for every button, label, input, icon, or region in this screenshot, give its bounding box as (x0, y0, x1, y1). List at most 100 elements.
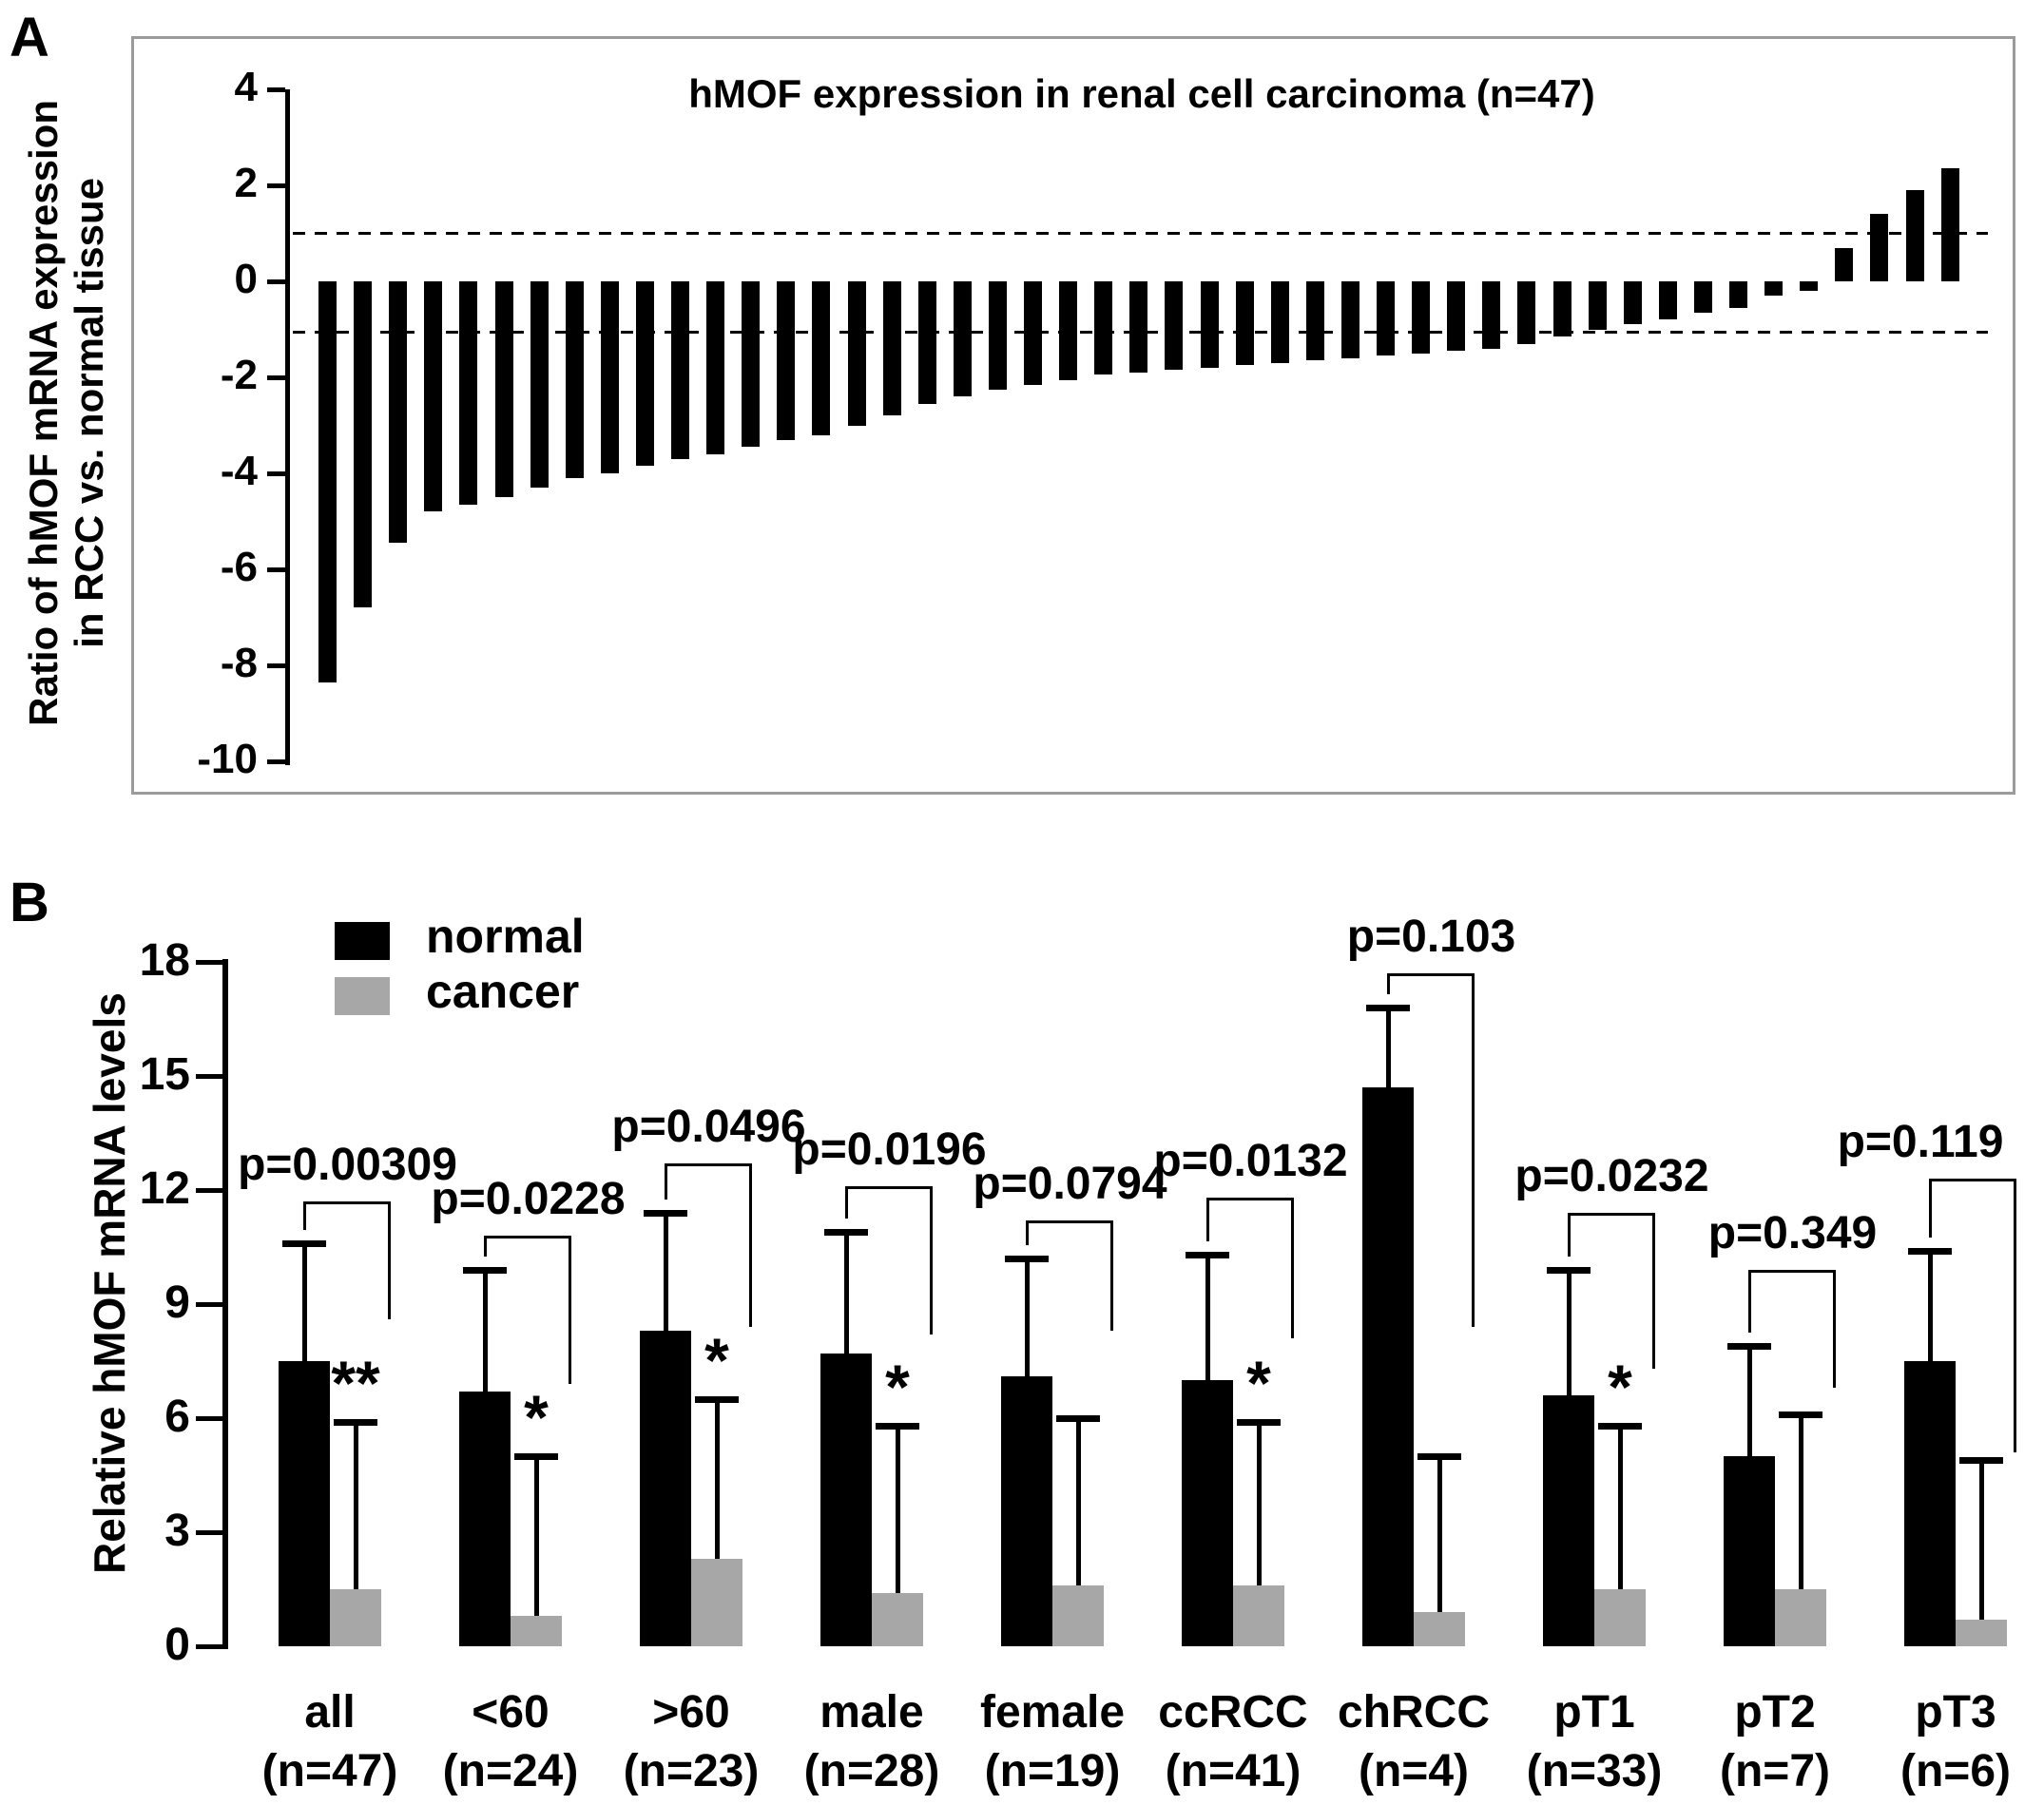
group-male-label: male (820, 1687, 924, 1738)
group-ccRCC-cancer-bar (1233, 1585, 1284, 1646)
panel-a-plot-area: 4 2 0 -2 -4 -6 -8 -10 (134, 39, 2013, 792)
legend-swatch-normal (335, 922, 390, 960)
panel-a-bar-1 (318, 281, 337, 682)
group-all-cancer-error-line (353, 1425, 358, 1589)
group->60-bracket-right (749, 1163, 752, 1327)
panel-a-reference-dashed-line (293, 232, 1988, 235)
group-<60-bracket-top (485, 1236, 571, 1239)
group-chRCC-p-value: p=0.103 (1346, 912, 1516, 962)
group->60-cancer-bar (691, 1559, 742, 1646)
group-chRCC-bracket-left (1386, 973, 1390, 994)
group->60-cancer-error-cap (695, 1396, 739, 1403)
group-ccRCC-label: ccRCC (1158, 1687, 1308, 1738)
group-all-normal-error-line (301, 1246, 307, 1361)
group-pT1-normal-error-cap (1547, 1267, 1591, 1274)
panel-b-y-tick (196, 1073, 222, 1079)
panel-a-bar-36 (1552, 281, 1572, 337)
panel-b-y-tick-label: 3 (164, 1506, 190, 1556)
panel-a-bar-3 (389, 281, 408, 544)
panel-b-y-tick-label: 18 (139, 935, 190, 986)
group-<60-n-label: (n=24) (442, 1746, 579, 1796)
group-<60-normal-error-cap (463, 1267, 507, 1274)
group-pT3-cancer-error-line (1978, 1463, 1984, 1620)
group-pT3-normal-error-line (1927, 1254, 1933, 1361)
group-<60-significance: * (524, 1382, 549, 1452)
panel-a-bar-14 (777, 281, 796, 440)
panel-a-y-tick (267, 567, 285, 572)
panel-b-y-tick (196, 1643, 222, 1649)
group-female-p-value: p=0.0794 (973, 1159, 1167, 1209)
panel-b-bars-area: 0 3 6 9 12 15 18 p=0.00309 ** all (n=47) p=0.0228 * <… (0, 855, 2044, 1805)
panel-a-y-tick (267, 375, 285, 380)
group->60-normal-error-line (663, 1216, 668, 1331)
group-pT2-bracket-top (1749, 1270, 1836, 1273)
group-ccRCC-normal-bar (1182, 1380, 1233, 1646)
group-male-normal-error-cap (824, 1229, 868, 1236)
panel-a-bar-27 (1235, 281, 1254, 366)
group-ccRCC-normal-error-line (1205, 1258, 1210, 1380)
group-chRCC-cancer-error-cap (1417, 1453, 1461, 1460)
panel-a-bar-35 (1517, 281, 1536, 344)
panel-b-y-tick (196, 1187, 222, 1193)
group-ccRCC-significance: * (1246, 1348, 1271, 1418)
group-male-bracket-right (930, 1186, 933, 1335)
group-<60-normal-error-line (482, 1273, 488, 1392)
group-pT2-normal-error-cap (1727, 1343, 1771, 1350)
panel-a-bar-13 (742, 281, 761, 448)
group-pT1-cancer-bar (1594, 1589, 1646, 1646)
panel-a-y-tick-label: -10 (197, 736, 258, 782)
legend-label-cancer: cancer (426, 965, 580, 1018)
panel-a-y-axis-line (285, 89, 290, 765)
group-pT1-bracket-top (1569, 1213, 1655, 1216)
group-female-normal-bar (1001, 1376, 1052, 1646)
group-pT1-cancer-error-line (1617, 1429, 1623, 1589)
group-ccRCC-bracket-right (1291, 1198, 1294, 1338)
panel-b-y-axis-line (222, 959, 228, 1649)
panel-a-bar-45 (1870, 214, 1889, 281)
group-pT2-cancer-bar (1775, 1589, 1826, 1646)
group-pT3-bracket-top (1930, 1179, 2016, 1181)
group-all-bracket-right (388, 1201, 391, 1319)
group-male-significance: * (885, 1352, 910, 1422)
group-pT1-normal-error-line (1566, 1273, 1572, 1395)
group-pT1-label: pT1 (1553, 1687, 1635, 1738)
group-ccRCC-p-value: p=0.0132 (1153, 1136, 1348, 1186)
legend-swatch-cancer (335, 977, 390, 1015)
panel-a-bar-47 (1940, 168, 1959, 281)
group-chRCC-cancer-bar (1414, 1612, 1465, 1646)
group-male-cancer-error-cap (876, 1423, 919, 1430)
panel-a-bar-21 (1024, 281, 1042, 385)
group-pT2-p-value: p=0.349 (1707, 1208, 1878, 1258)
panel-a-bar-25 (1165, 281, 1184, 371)
group-ccRCC-normal-error-cap (1186, 1252, 1229, 1258)
group-female-normal-error-cap (1005, 1256, 1049, 1262)
panel-a-bar-6 (494, 281, 513, 498)
panel-a-bar-18 (917, 281, 936, 404)
group-male-bracket-top (846, 1186, 933, 1189)
group-female-bracket-right (1110, 1220, 1113, 1331)
group-female-normal-error-line (1024, 1261, 1030, 1376)
group-female-label: female (979, 1687, 1126, 1738)
panel-a-letter: A (10, 7, 49, 68)
panel-a-y-tick-label: 0 (234, 256, 258, 302)
panel-a-y-axis-title-line1: Ratio of hMOF mRNA expression (21, 99, 66, 726)
panel-a-bar-12 (706, 281, 725, 454)
panel-a-bar-38 (1623, 281, 1642, 325)
group-ccRCC-bracket-top (1207, 1198, 1294, 1200)
group->60-bracket-top (665, 1163, 752, 1166)
panel-b-y-tick (196, 959, 222, 965)
group-<60-p-value: p=0.0228 (431, 1174, 626, 1224)
group-pT2-normal-bar (1724, 1456, 1775, 1646)
group-chRCC-label: chRCC (1337, 1687, 1490, 1738)
group->60-n-label: (n=23) (623, 1746, 760, 1796)
group-chRCC-bracket-right (1472, 973, 1475, 1327)
group-pT2-bracket-right (1833, 1270, 1836, 1388)
group-all-p-value: p=0.00309 (238, 1140, 457, 1190)
group-female-cancer-bar (1052, 1585, 1104, 1646)
panel-a-bar-17 (882, 281, 901, 416)
panel-a-bar-33 (1447, 281, 1466, 352)
group-pT1-p-value: p=0.0232 (1514, 1151, 1709, 1201)
panel-a-y-tick-label: 2 (234, 160, 258, 206)
panel-a-bar-32 (1412, 281, 1431, 354)
panel-b-y-tick-label: 0 (164, 1620, 190, 1670)
